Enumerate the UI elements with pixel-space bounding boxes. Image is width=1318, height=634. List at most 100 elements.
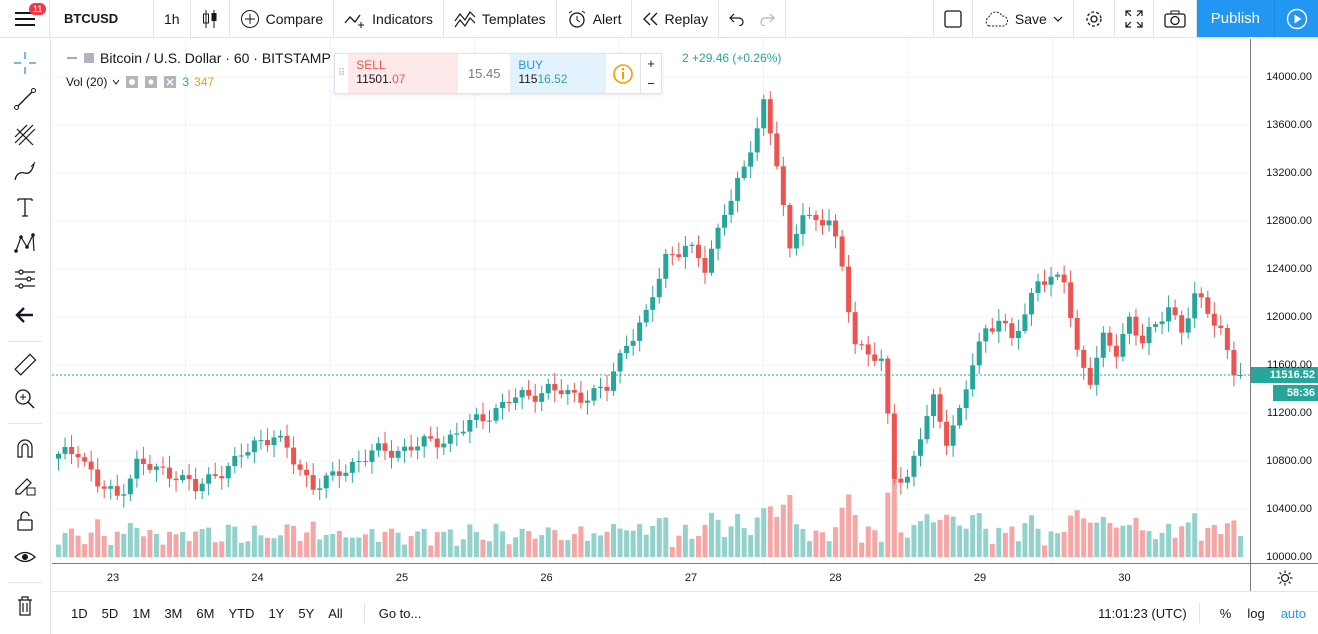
- candle-body: [493, 408, 499, 421]
- lock-tool[interactable]: [0, 505, 50, 537]
- volume-bar: [715, 519, 721, 557]
- volume-bar: [911, 524, 917, 557]
- candle-body: [1061, 274, 1067, 283]
- range-3m[interactable]: 3M: [164, 605, 183, 621]
- candle-body: [565, 390, 571, 395]
- interval-button[interactable]: 1h: [154, 0, 191, 37]
- measure-tool[interactable]: [0, 349, 50, 381]
- range-5d[interactable]: 5D: [101, 605, 119, 621]
- drag-handle[interactable]: ⠿: [337, 68, 346, 79]
- info-button[interactable]: [606, 54, 640, 93]
- templates-button[interactable]: Templates: [444, 0, 557, 37]
- volume-bar: [898, 532, 904, 557]
- brush-tool[interactable]: [0, 155, 50, 187]
- compare-button[interactable]: Compare: [230, 0, 335, 37]
- layout-button[interactable]: [934, 0, 973, 37]
- volume-bar: [1022, 523, 1028, 557]
- range-ytd[interactable]: YTD: [228, 605, 255, 621]
- volume-bar: [878, 541, 884, 557]
- pitchfork-tool[interactable]: [0, 119, 50, 151]
- settings-icon[interactable]: [144, 75, 158, 89]
- range-1m[interactable]: 1M: [132, 605, 151, 621]
- utc-clock[interactable]: 11:01:23 (UTC): [1098, 605, 1187, 621]
- pattern-tool[interactable]: [0, 227, 50, 259]
- undo-icon[interactable]: [729, 12, 745, 26]
- remove-icon[interactable]: [163, 75, 177, 89]
- candle-body: [114, 486, 120, 496]
- candle-body: [1028, 293, 1034, 315]
- volume-bar: [539, 535, 545, 557]
- collapse-icon[interactable]: [66, 52, 78, 64]
- volume-bar: [597, 535, 603, 557]
- visibility-tool[interactable]: [0, 541, 50, 573]
- symbol-search-button[interactable]: BTCUSD: [50, 0, 154, 37]
- goto-button[interactable]: Go to...: [378, 605, 422, 621]
- volume-bar: [382, 531, 388, 557]
- time-axis[interactable]: 23 24 25 26 27 28 29 30: [52, 563, 1250, 591]
- candle-body: [872, 354, 878, 361]
- volume-bar: [963, 528, 969, 557]
- chevron-down-icon[interactable]: [112, 79, 120, 85]
- replay-button[interactable]: Replay: [632, 0, 720, 37]
- publish-button[interactable]: Publish: [1196, 0, 1275, 37]
- back-tool[interactable]: [0, 299, 50, 331]
- prediction-tool[interactable]: [0, 263, 50, 295]
- range-1y[interactable]: 1Y: [268, 605, 285, 621]
- text-tool[interactable]: [0, 191, 50, 223]
- buy-button[interactable]: BUY 11516.52: [510, 54, 606, 93]
- trend-line-tool[interactable]: [0, 83, 50, 115]
- price-scale[interactable]: 11516.52 58:36 14000.00 13600.00 13200.00 1…: [1250, 39, 1318, 563]
- drawing-mode-tool[interactable]: [0, 469, 50, 501]
- chart-pane[interactable]: [52, 39, 1250, 563]
- candle-body: [931, 394, 937, 417]
- candle-body: [1048, 276, 1054, 285]
- eye-icon[interactable]: [125, 75, 139, 89]
- fullscreen-button[interactable]: [1115, 0, 1154, 37]
- candle-body: [806, 214, 812, 216]
- indicators-icon: [344, 14, 365, 28]
- main-menu-button[interactable]: 11: [0, 0, 50, 37]
- candle-body: [421, 436, 427, 447]
- increase-button[interactable]: +: [647, 56, 655, 72]
- volume-bar: [774, 516, 780, 557]
- candle-body: [526, 390, 532, 396]
- chevron-down-icon: [1053, 16, 1063, 22]
- candlestick-chart[interactable]: [52, 39, 1250, 563]
- redo-icon[interactable]: [759, 12, 775, 26]
- magnet-tool[interactable]: [0, 433, 50, 465]
- crosshair-tool[interactable]: [0, 47, 50, 79]
- range-5y[interactable]: 5Y: [298, 605, 315, 621]
- candle-body: [689, 244, 695, 246]
- remove-drawings-tool[interactable]: [0, 590, 50, 622]
- volume-bar: [486, 541, 492, 557]
- alert-button[interactable]: Alert: [557, 0, 633, 37]
- volume-bar: [389, 528, 395, 557]
- candle-body: [571, 390, 577, 393]
- decrease-button[interactable]: −: [647, 75, 655, 91]
- volume-bar: [153, 534, 159, 557]
- snapshot-button[interactable]: [1154, 0, 1197, 37]
- volume-bar: [310, 521, 316, 557]
- settings-button[interactable]: [1074, 0, 1115, 37]
- candle-body: [558, 390, 564, 395]
- scale-settings-button[interactable]: [1250, 563, 1318, 591]
- indicators-button[interactable]: Indicators: [334, 0, 444, 37]
- range-1d[interactable]: 1D: [71, 605, 88, 621]
- sell-button[interactable]: SELL 11501.07: [348, 54, 459, 93]
- chart-style-button[interactable]: [191, 0, 230, 37]
- candle-body: [963, 389, 969, 409]
- trash-icon: [18, 596, 32, 616]
- candle-body: [597, 386, 603, 389]
- candle-body: [1107, 332, 1113, 346]
- zoom-tool[interactable]: [0, 383, 50, 415]
- volume-bar: [114, 531, 120, 557]
- save-button[interactable]: Save: [973, 0, 1074, 37]
- log-toggle[interactable]: log: [1247, 605, 1265, 621]
- percent-toggle[interactable]: %: [1219, 605, 1232, 621]
- trading-panel: ⠿ SELL 11501.07 15.45 BUY 11516.52 + −: [334, 53, 662, 94]
- range-6m[interactable]: 6M: [196, 605, 215, 621]
- volume-bar: [957, 525, 963, 557]
- auto-toggle[interactable]: auto: [1280, 605, 1306, 621]
- publish-video-button[interactable]: [1275, 0, 1318, 37]
- range-all[interactable]: All: [328, 605, 343, 621]
